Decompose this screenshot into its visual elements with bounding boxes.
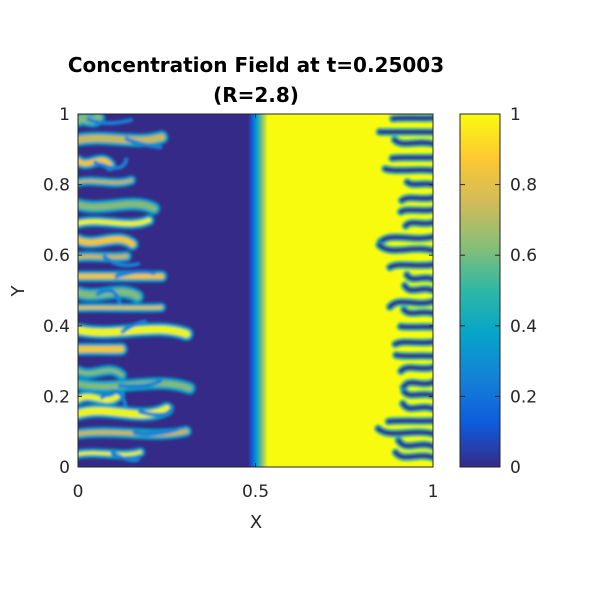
y-axis: 0 0.2 0.4 0.6 0.8 1 <box>43 105 433 478</box>
x-axis-label: X <box>250 512 262 533</box>
left-fingers <box>78 114 196 463</box>
right-finger-core <box>387 299 433 309</box>
right-finger-core <box>398 324 433 330</box>
left-finger-branch <box>132 427 179 437</box>
left-finger-core <box>78 254 129 260</box>
y-tick-label: 1 <box>59 105 70 125</box>
right-finger-core <box>383 166 433 173</box>
right-finger-core <box>403 220 433 228</box>
right-finger-core <box>399 195 433 203</box>
concentration-field <box>78 114 433 467</box>
y-tick-label: 0.6 <box>43 246 70 266</box>
left-finger-branch <box>137 404 175 417</box>
field-front <box>248 114 268 467</box>
left-finger-core <box>78 392 122 403</box>
colorbar-tick-label: 0.8 <box>510 176 537 196</box>
colorbar <box>459 113 501 468</box>
right-finger-core <box>392 137 433 146</box>
right-finger-core <box>393 450 433 460</box>
right-finger-core <box>401 307 433 316</box>
colorbar-tick-label: 0.4 <box>510 317 537 337</box>
right-finger-core <box>387 262 433 270</box>
colorbar-ticks: 0 0.2 0.4 0.6 0.8 1 <box>460 105 537 478</box>
left-finger-branch <box>114 269 156 279</box>
left-finger-branch <box>102 254 141 268</box>
right-finger-core <box>386 418 433 424</box>
left-finger-branch <box>86 117 133 126</box>
left-finger-core <box>78 178 133 185</box>
right-finger-core <box>376 426 433 436</box>
left-finger-core <box>78 368 124 378</box>
left-finger-branch <box>110 451 141 463</box>
left-finger-core <box>78 405 171 419</box>
right-finger-core <box>390 155 433 161</box>
left-finger-branch <box>117 379 163 389</box>
left-finger-core <box>78 325 191 338</box>
left-finger-core <box>78 200 157 212</box>
left-finger-core <box>78 133 166 144</box>
right-finger-core <box>391 116 433 121</box>
right-fingers <box>374 114 433 462</box>
right-finger-core <box>402 283 433 293</box>
right-finger-core <box>398 207 433 214</box>
left-finger-core <box>78 450 142 457</box>
right-finger-core <box>377 242 433 253</box>
left-finger-branch <box>93 157 129 170</box>
chart-subtitle: (R=2.8) <box>213 83 299 107</box>
left-finger-core <box>78 288 141 300</box>
y-tick-label: 0.2 <box>43 387 70 407</box>
right-finger-core <box>401 380 433 390</box>
right-finger-core <box>399 365 433 374</box>
right-finger-core <box>402 389 433 398</box>
right-finger-core <box>393 340 433 347</box>
x-tick-label: 1 <box>428 482 439 502</box>
right-finger-core <box>400 401 433 411</box>
right-finger-core <box>404 272 433 282</box>
colorbar-tick-label: 0 <box>510 458 521 478</box>
left-finger-branch <box>124 136 163 150</box>
left-finger-core <box>78 236 136 248</box>
left-finger-branch <box>120 319 147 334</box>
left-finger-core <box>78 217 152 226</box>
right-finger-core <box>396 438 433 449</box>
colorbar-tick-label: 0.2 <box>510 387 537 407</box>
y-tick-label: 0.8 <box>43 176 70 196</box>
right-finger-core <box>394 353 433 359</box>
left-finger-branch <box>99 390 128 408</box>
left-finger-branch <box>95 288 122 307</box>
y-tick-label: 0 <box>59 458 70 478</box>
x-tick-label: 0.5 <box>242 482 269 502</box>
y-tick-label: 0.4 <box>43 317 70 337</box>
chart-title: Concentration Field at t=0.25003 <box>68 53 444 77</box>
colorbar-tick-label: 1 <box>510 105 521 125</box>
y-axis-label: Y <box>8 285 29 298</box>
x-tick-label: 0 <box>73 482 84 502</box>
right-finger-core <box>378 234 433 244</box>
x-axis: 0 0.5 1 <box>73 114 439 502</box>
colorbar-tick-label: 0.6 <box>510 246 537 266</box>
